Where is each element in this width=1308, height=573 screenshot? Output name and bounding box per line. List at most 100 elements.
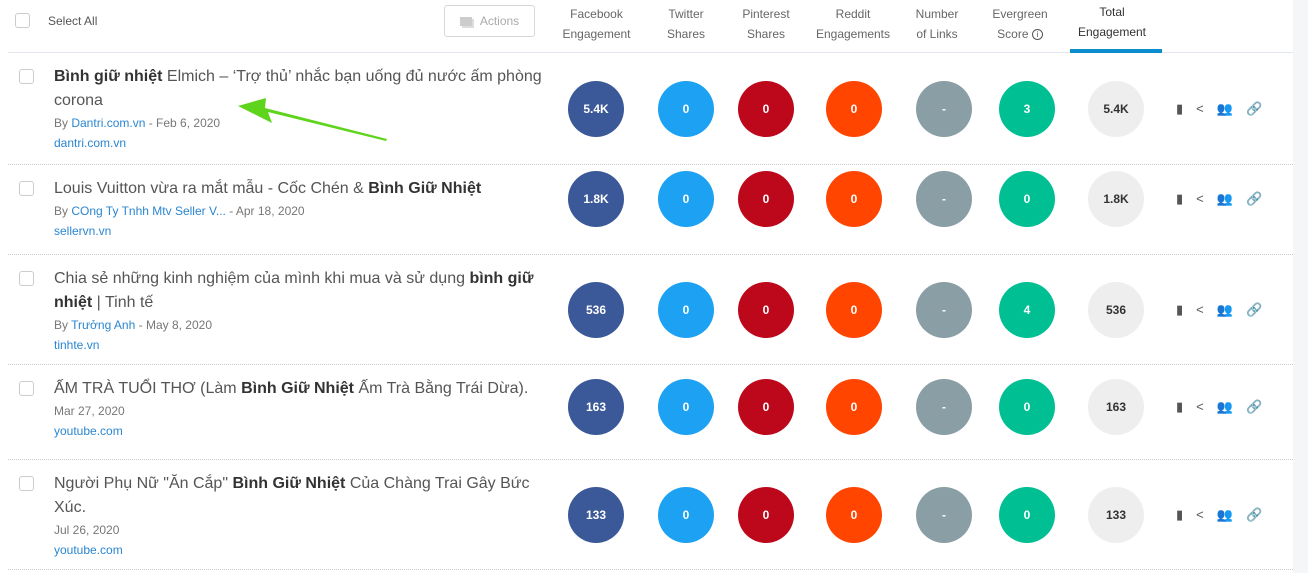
link-icon[interactable]: 🔗: [1245, 398, 1263, 414]
column-header-pinterest[interactable]: Pinterest Shares: [742, 7, 790, 41]
facebook-metric: 133: [568, 487, 624, 543]
pinterest-metric: 0: [738, 171, 794, 227]
bookmark-icon[interactable]: ▮: [1176, 398, 1184, 414]
actions-button[interactable]: Actions: [444, 5, 535, 37]
users-icon[interactable]: 👥: [1216, 398, 1233, 414]
pinterest-metric: 0: [738, 487, 794, 543]
total-metric: 5.4K: [1088, 81, 1144, 137]
users-icon[interactable]: 👥: [1216, 191, 1233, 206]
title-segment: Elmich – ‘Trợ thủ’ nhắc bạn uống đủ nước…: [54, 68, 542, 109]
share-icon[interactable]: <: [1196, 302, 1204, 317]
domain-link[interactable]: youtube.com: [54, 424, 123, 438]
link-icon[interactable]: 🔗: [1245, 191, 1263, 206]
scrollbar-track[interactable]: [1293, 0, 1308, 573]
select-all-checkbox[interactable]: [15, 13, 30, 28]
link-icon[interactable]: 🔗: [1245, 302, 1263, 317]
row-checkbox[interactable]: [19, 381, 34, 396]
article-row: Chia sẻ những kinh nghiệm của mình khi m…: [8, 255, 1293, 365]
facebook-metric: 536: [568, 282, 624, 338]
total-metric: 133: [1088, 487, 1144, 543]
column-header-twitter[interactable]: Twitter Shares: [666, 7, 706, 41]
article-title-link[interactable]: Louis Vuitton vừa ra mắt mẫu - Cốc Chén …: [54, 180, 481, 197]
total-metric: 163: [1088, 378, 1144, 435]
domain-link[interactable]: youtube.com: [54, 543, 123, 557]
domain-link[interactable]: dantri.com.vn: [54, 136, 127, 150]
column-header-reddit[interactable]: Reddit Engagements: [815, 7, 891, 41]
title-segment: Của Chàng Trai Gây Bức Xúc.: [54, 475, 530, 516]
links-metric: -: [916, 282, 972, 338]
select-all-label: Select All: [48, 14, 98, 28]
share-icon[interactable]: <: [1196, 101, 1204, 116]
links-metric: -: [916, 378, 972, 435]
info-icon[interactable]: i: [1031, 29, 1043, 40]
title-segment: Bình Giữ Nhiệt: [368, 180, 482, 197]
links-metric: -: [916, 171, 972, 227]
users-icon[interactable]: 👥: [1216, 302, 1233, 317]
share-icon[interactable]: <: [1196, 191, 1204, 206]
title-segment: ẤM TRÀ TUỔI THƠ (Làm: [54, 380, 242, 397]
row-checkbox[interactable]: [19, 69, 34, 84]
evergreen-metric: 0: [999, 171, 1055, 227]
row-checkbox[interactable]: [19, 271, 34, 286]
article-row: Louis Vuitton vừa ra mắt mẫu - Cốc Chén …: [8, 165, 1293, 255]
domain-link[interactable]: sellervn.vn: [54, 224, 112, 238]
article-row: ẤM TRÀ TUỔI THƠ (Làm Bình Giữ Nhiệt Ấm T…: [8, 365, 1293, 460]
share-icon[interactable]: <: [1196, 507, 1204, 522]
pinterest-metric: 0: [738, 81, 794, 137]
article-title-link[interactable]: Chia sẻ những kinh nghiệm của mình khi m…: [54, 270, 533, 311]
title-segment: Bình Giữ Nhiệt: [232, 475, 346, 492]
author-link[interactable]: Trưởng Anh: [71, 318, 136, 332]
title-segment: Chia sẻ những kinh nghiệm của mình khi m…: [54, 270, 470, 287]
author-link[interactable]: COng Ty Tnhh Mtv Seller V...: [71, 204, 226, 218]
table-header: Select All Actions Facebook Engagement Twi…: [8, 0, 1293, 53]
column-header-facebook[interactable]: Facebook Engagement: [562, 7, 631, 41]
row-checkbox[interactable]: [19, 181, 34, 196]
facebook-metric: 163: [568, 378, 624, 435]
article-meta: By Dantri.com.vn - Feb 6, 2020: [54, 116, 221, 130]
article-meta: By Trưởng Anh - May 8, 2020: [54, 318, 212, 332]
facebook-metric: 5.4K: [568, 81, 624, 137]
link-icon[interactable]: 🔗: [1245, 507, 1263, 522]
users-icon[interactable]: 👥: [1216, 101, 1233, 116]
pinterest-metric: 0: [738, 282, 794, 338]
column-header-links[interactable]: Number of Links: [915, 7, 959, 41]
title-segment: Ấm Trà Bằng Trái Dừa).: [354, 380, 529, 397]
article-meta: Mar 27, 2020: [54, 404, 125, 418]
evergreen-metric: 4: [999, 282, 1055, 338]
domain-link[interactable]: tinhte.vn: [54, 338, 100, 352]
reddit-metric: 0: [826, 487, 882, 543]
article-meta: By COng Ty Tnhh Mtv Seller V... - Apr 18…: [54, 204, 305, 218]
total-metric: 1.8K: [1088, 171, 1144, 227]
links-metric: -: [916, 487, 972, 543]
total-metric: 536: [1088, 282, 1144, 338]
share-icon[interactable]: <: [1196, 398, 1204, 414]
row-checkbox[interactable]: [19, 476, 34, 491]
column-header-evergreen[interactable]: Evergreen Score i: [992, 7, 1048, 41]
author-link[interactable]: Dantri.com.vn: [71, 116, 146, 130]
evergreen-metric: 0: [999, 378, 1055, 435]
bookmark-icon[interactable]: ▮: [1176, 507, 1184, 522]
actions-icon: [459, 16, 472, 26]
reddit-metric: 0: [826, 378, 882, 435]
bookmark-icon[interactable]: ▮: [1176, 101, 1184, 116]
link-icon[interactable]: 🔗: [1245, 101, 1263, 116]
twitter-metric: 0: [658, 282, 714, 338]
twitter-metric: 0: [658, 81, 714, 137]
links-metric: -: [916, 81, 972, 137]
active-sort-indicator: [1070, 49, 1162, 53]
reddit-metric: 0: [826, 282, 882, 338]
article-title-link[interactable]: ẤM TRÀ TUỔI THƠ (Làm Bình Giữ Nhiệt Ấm T…: [54, 380, 528, 397]
title-segment: Bình Giữ Nhiệt: [241, 380, 354, 397]
evergreen-metric: 3: [999, 81, 1055, 137]
annotation-arrow: [238, 98, 387, 141]
article-title-link[interactable]: Bình giữ nhiệt Elmich – ‘Trợ thủ’ nhắc b…: [54, 68, 542, 109]
bookmark-icon[interactable]: ▮: [1176, 302, 1184, 317]
bookmark-icon[interactable]: ▮: [1176, 191, 1184, 206]
column-header-total[interactable]: Total Engagement: [1077, 5, 1147, 39]
title-segment: bình giữ nhiệt: [54, 270, 534, 311]
twitter-metric: 0: [658, 378, 714, 435]
users-icon[interactable]: 👥: [1216, 507, 1233, 522]
title-segment: Bình giữ nhiệt: [54, 68, 163, 85]
facebook-metric: 1.8K: [568, 171, 624, 227]
article-title-link[interactable]: Người Phụ Nữ "Ăn Cắp" Bình Giữ Nhiệt Của…: [54, 475, 530, 516]
